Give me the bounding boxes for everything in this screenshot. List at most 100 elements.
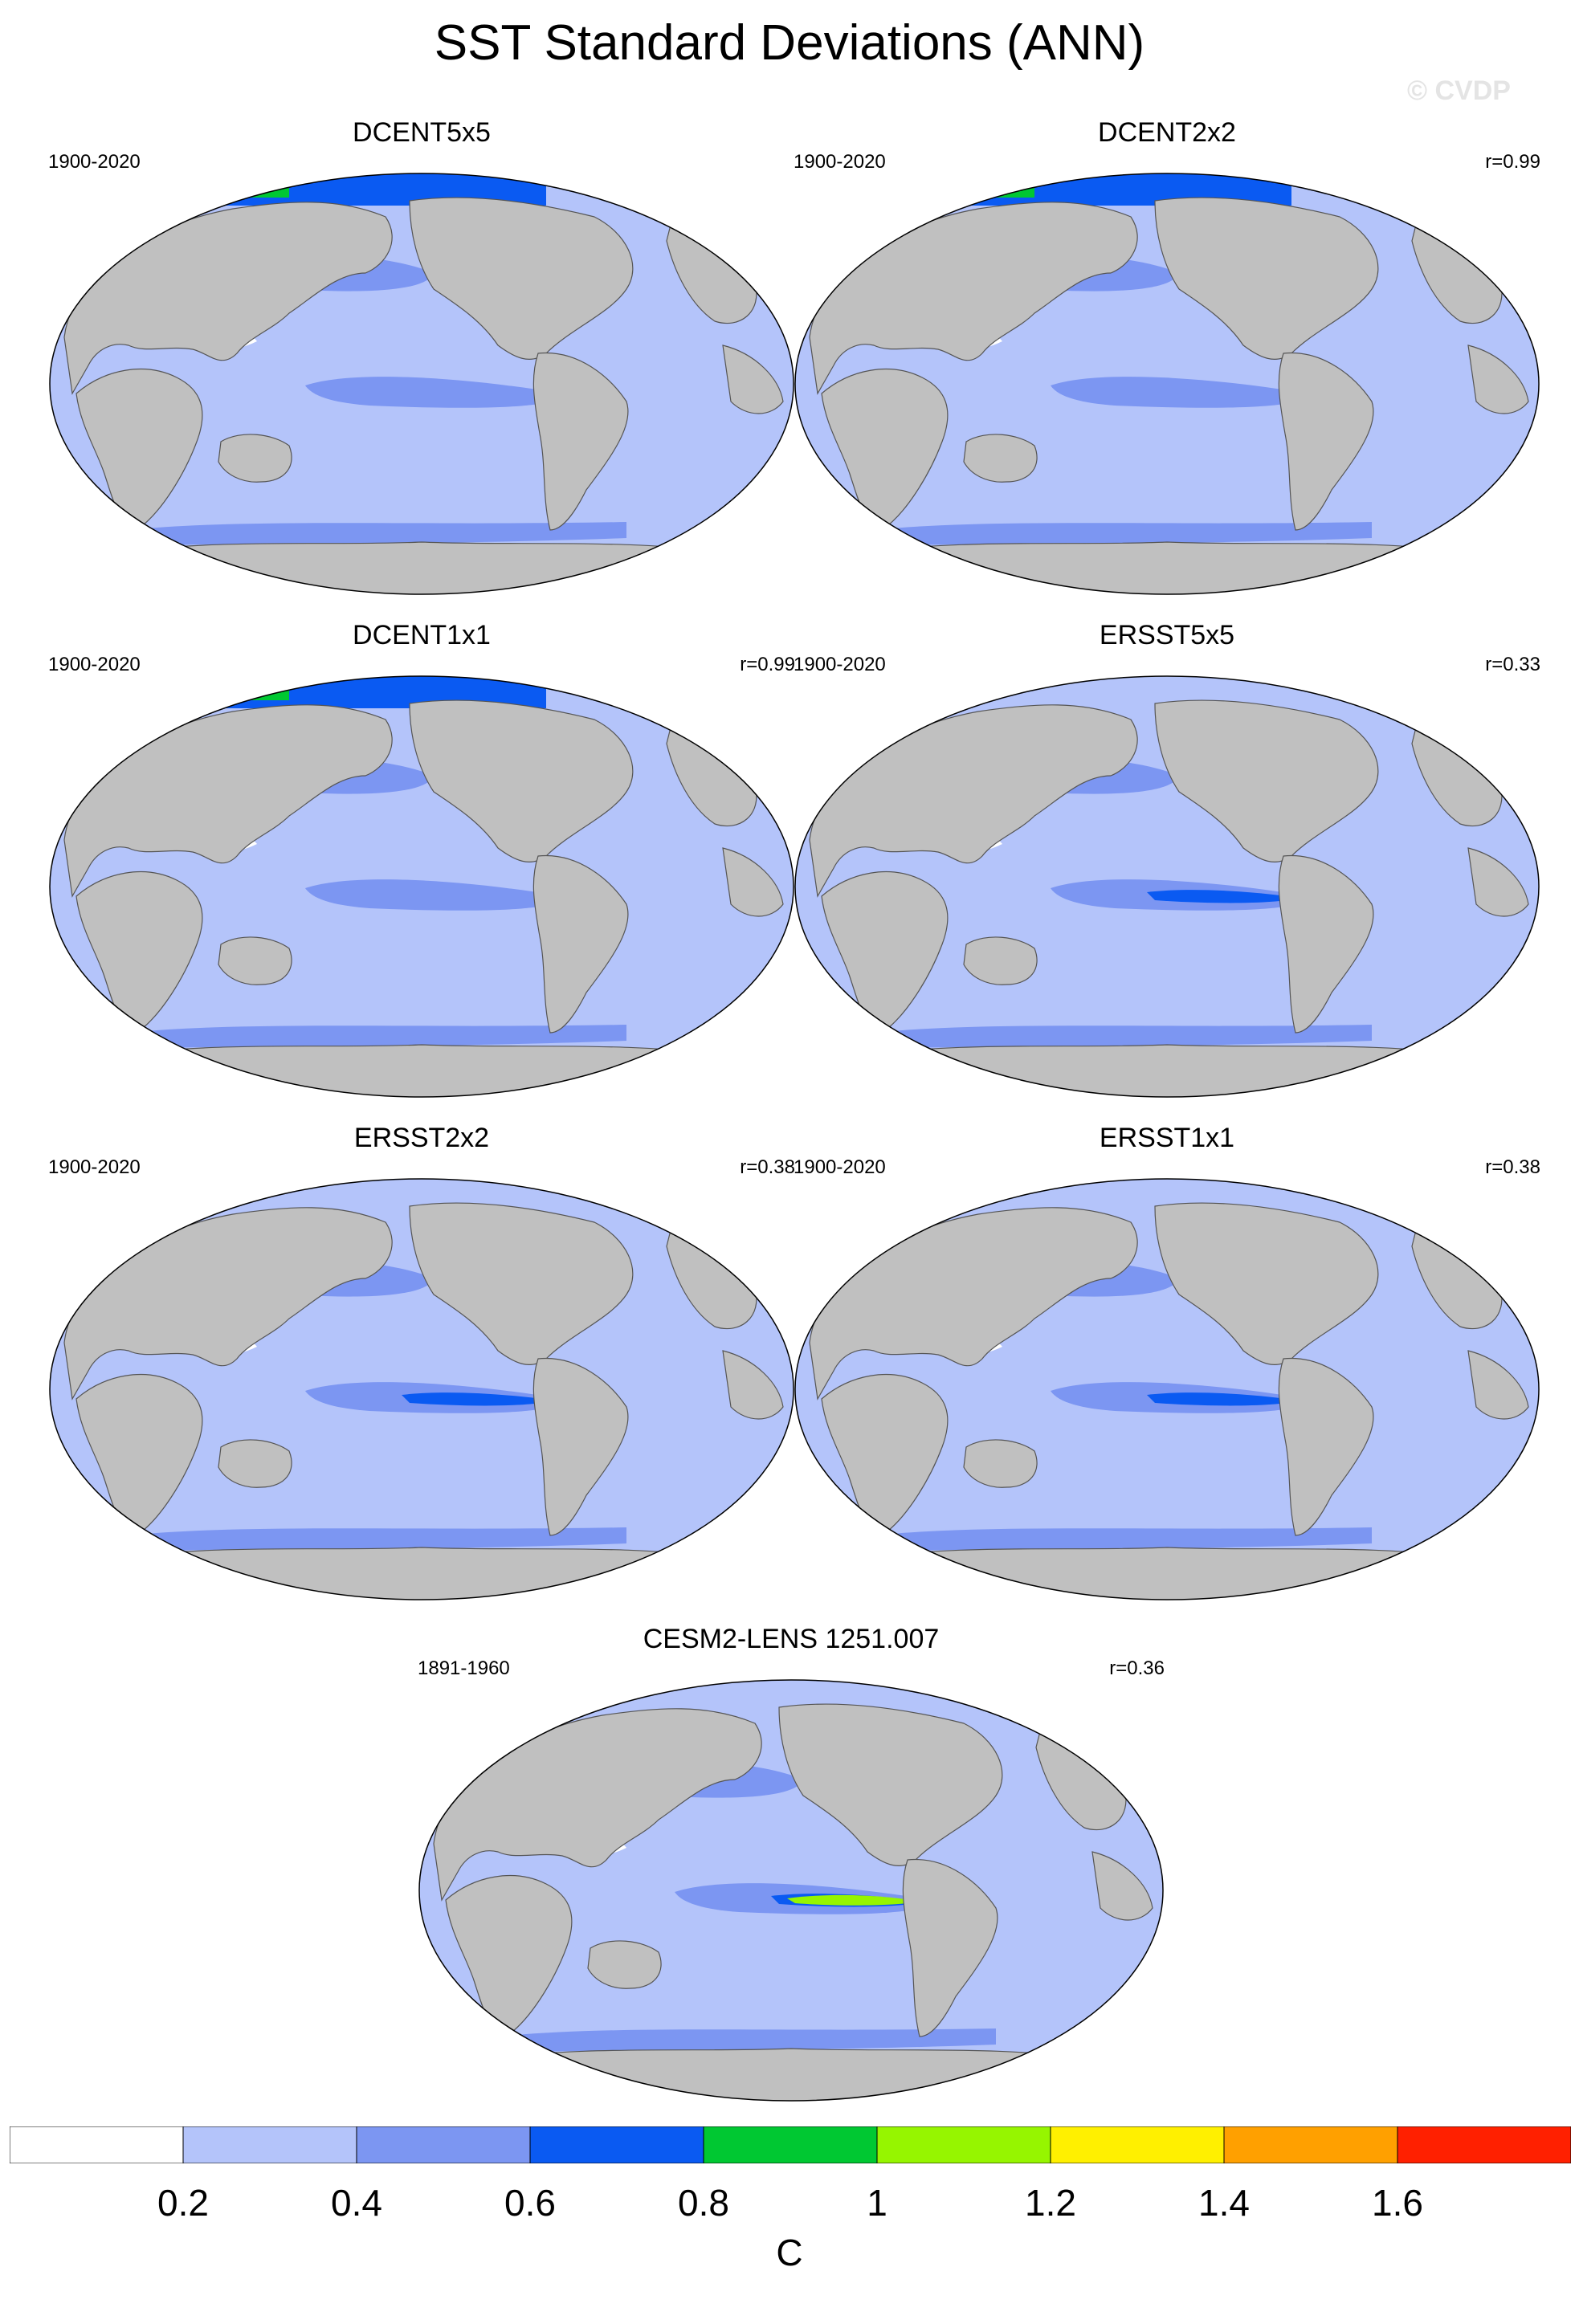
map-frame xyxy=(49,675,794,1098)
colorbar-swatch xyxy=(1397,2126,1571,2163)
sst-map xyxy=(49,173,794,595)
colorbar-swatch xyxy=(356,2126,531,2163)
landmass xyxy=(63,1207,393,1401)
landmass xyxy=(1091,1851,1153,1921)
colorbar-tick-label: 0.2 xyxy=(157,2182,209,2224)
landmass xyxy=(1154,197,1379,361)
sst-anomaly-region xyxy=(1147,1392,1300,1406)
panel-title: ERSST1x1 xyxy=(1099,1123,1235,1153)
landmass xyxy=(722,345,784,414)
panel-title: DCENT1x1 xyxy=(353,620,491,650)
landmass xyxy=(218,1439,292,1488)
map-panel-dcent2x2: DCENT2x2 1900-2020 r=0.99 xyxy=(794,117,1540,615)
panel-correlation: r=0.33 xyxy=(1485,654,1540,675)
colorbar-swatch xyxy=(703,2126,878,2163)
colorbar xyxy=(10,2126,1571,2163)
sst-anomaly-region xyxy=(217,177,289,198)
sst-anomaly-region xyxy=(962,177,1034,198)
colorbar-tick-label: 1.6 xyxy=(1372,2182,1423,2224)
map-frame xyxy=(49,1178,794,1600)
landmass xyxy=(111,1547,732,1600)
landmass xyxy=(1467,345,1529,414)
landmass xyxy=(1278,352,1374,531)
colorbar-tick-label: 0.8 xyxy=(678,2182,729,2224)
map-panel-dcent5x5: DCENT5x5 1900-2020 xyxy=(48,117,795,615)
landmass xyxy=(218,434,292,483)
landmass xyxy=(111,1044,732,1097)
colorbar-swatch xyxy=(529,2126,704,2163)
landmass xyxy=(821,871,949,1034)
map-panel-ersst1x1: ERSST1x1 1900-2020 r=0.38 xyxy=(794,1123,1540,1621)
landmass xyxy=(963,1439,1038,1488)
panel-title: DCENT5x5 xyxy=(353,117,491,148)
landmass xyxy=(821,369,949,531)
landmass xyxy=(1154,699,1379,863)
landmass xyxy=(433,1708,762,1902)
panel-title: CESM2-LENS 1251.007 xyxy=(643,1624,940,1654)
panel-period: 1900-2020 xyxy=(48,1156,141,1178)
colorbar-tick-label: 1 xyxy=(867,2182,887,2224)
landmass xyxy=(902,1858,998,2037)
sst-anomaly-region xyxy=(874,1025,1372,1049)
map-panel-ersst5x5: ERSST5x5 1900-2020 r=0.33 xyxy=(794,620,1540,1118)
landmass xyxy=(963,936,1038,985)
map-frame xyxy=(794,173,1540,595)
watermark: © CVDP xyxy=(1407,75,1511,106)
sst-map xyxy=(794,1178,1540,1600)
landmass xyxy=(409,197,634,361)
landmass xyxy=(480,2048,1102,2101)
panel-period: 1900-2020 xyxy=(48,151,141,173)
landmass xyxy=(1278,854,1374,1034)
sst-anomaly-region xyxy=(498,2028,996,2053)
map-panel-ersst2x2: ERSST2x2 1900-2020 r=0.38 xyxy=(48,1123,795,1621)
panel-correlation: r=0.36 xyxy=(1109,1657,1165,1679)
map-frame xyxy=(49,173,794,595)
landmass xyxy=(856,1044,1478,1097)
colorbar-labels: 0.2 0.4 0.6 0.8 1 1.2 1.4 1.6 xyxy=(10,2181,1571,2229)
landmass xyxy=(856,1547,1478,1600)
landmass xyxy=(722,847,784,917)
sst-map xyxy=(49,675,794,1098)
sst-anomaly-region xyxy=(217,679,289,700)
colorbar-tick-label: 0.6 xyxy=(504,2182,556,2224)
landmass xyxy=(63,202,393,395)
landmass xyxy=(111,541,732,594)
panel-correlation: r=0.38 xyxy=(740,1156,795,1178)
colorbar-tick-label: 0.4 xyxy=(331,2182,382,2224)
landmass xyxy=(1467,847,1529,917)
map-frame xyxy=(794,1178,1540,1600)
colorbar-swatch xyxy=(182,2126,357,2163)
landmass xyxy=(778,1703,1003,1867)
map-panel-cesm2-lens: CESM2-LENS 1251.007 1891-1960 r=0.36 xyxy=(418,1624,1165,2122)
sst-anomaly-region xyxy=(874,522,1372,546)
panel-title: ERSST2x2 xyxy=(353,1123,490,1153)
landmass xyxy=(963,434,1038,483)
landmass xyxy=(856,541,1478,594)
map-panel-dcent1x1: DCENT1x1 1900-2020 r=0.99 xyxy=(48,620,795,1118)
sst-anomaly-region xyxy=(402,890,554,903)
figure-title: SST Standard Deviations (ANN) xyxy=(434,15,1145,71)
landmass xyxy=(821,1374,949,1536)
panel-correlation: r=0.38 xyxy=(1485,1156,1540,1178)
sst-anomaly-region xyxy=(1147,890,1300,903)
landmass xyxy=(218,936,292,985)
colorbar-unit: C xyxy=(776,2232,803,2273)
landmass xyxy=(532,1357,629,1536)
landmass xyxy=(1278,1357,1374,1536)
landmass xyxy=(809,1207,1138,1401)
colorbar-swatch xyxy=(1223,2126,1398,2163)
sst-anomaly-region xyxy=(402,387,554,401)
panel-correlation: r=0.99 xyxy=(1485,151,1540,173)
sst-anomaly-region xyxy=(787,1894,920,1906)
sst-map xyxy=(418,1679,1164,2102)
landmass xyxy=(409,699,634,863)
landmass xyxy=(722,1350,784,1420)
sst-anomaly-region xyxy=(129,1025,626,1049)
sst-map xyxy=(794,675,1540,1098)
colorbar-swatch xyxy=(1050,2126,1225,2163)
panel-period: 1900-2020 xyxy=(794,1156,886,1178)
colorbar-tick-label: 1.4 xyxy=(1198,2182,1250,2224)
colorbar-swatch xyxy=(10,2126,184,2163)
sst-anomaly-region xyxy=(1147,387,1300,401)
panel-period: 1900-2020 xyxy=(794,151,886,173)
